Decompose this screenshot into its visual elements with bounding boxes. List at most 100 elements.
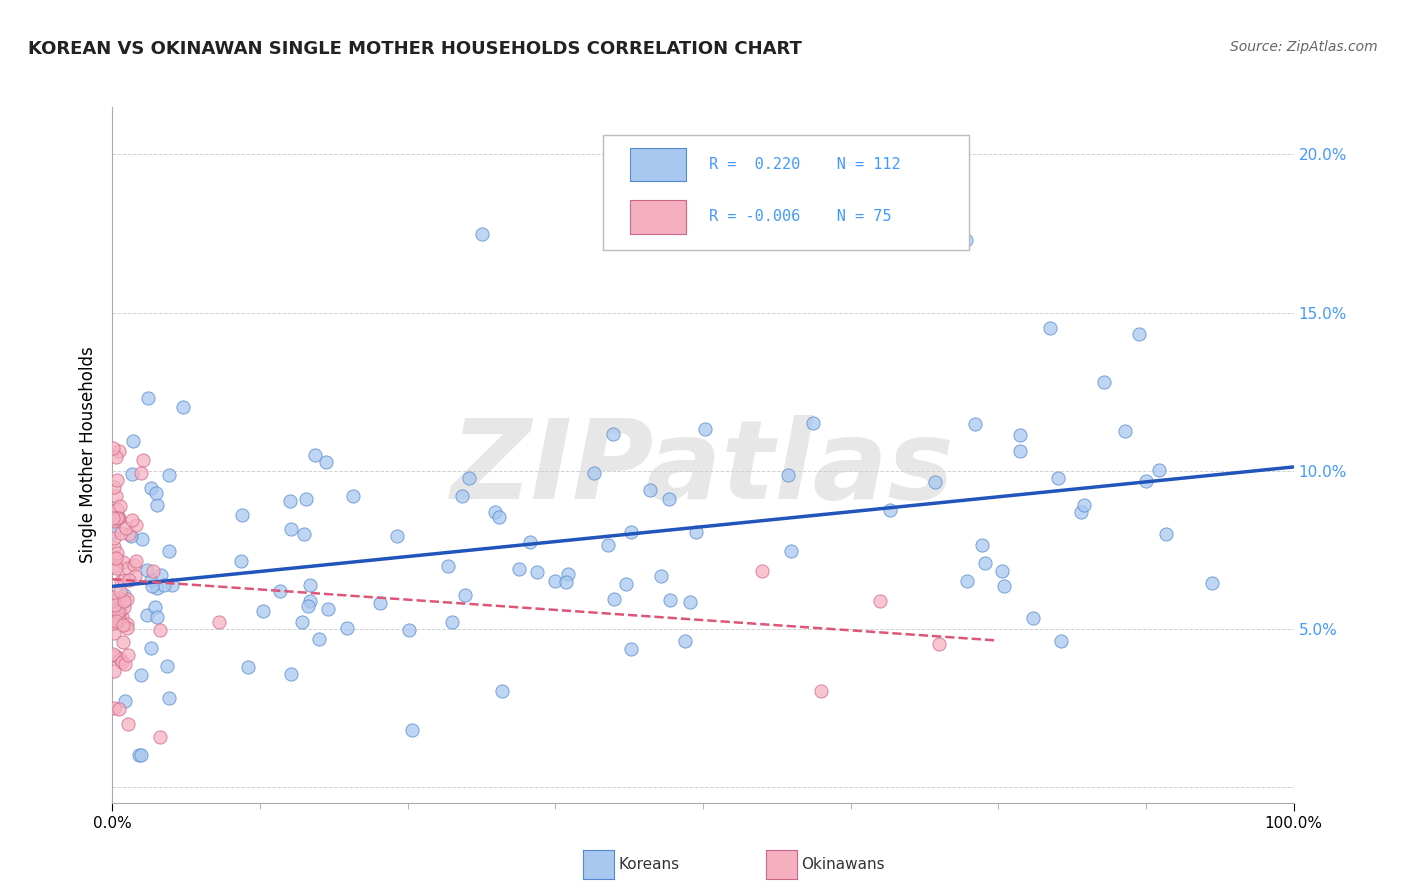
Point xyxy=(955,233,977,247)
Point xyxy=(159,544,181,558)
Point xyxy=(112,573,135,587)
Point xyxy=(146,581,169,595)
Text: R =  0.220    N = 112: R = 0.220 N = 112 xyxy=(709,157,900,172)
Point xyxy=(131,667,153,681)
Point xyxy=(104,598,127,612)
Point xyxy=(112,600,135,615)
Point xyxy=(104,489,127,503)
Bar xyxy=(630,201,686,234)
Point xyxy=(112,588,135,602)
Point xyxy=(101,511,124,525)
Point xyxy=(879,503,901,517)
Point xyxy=(269,584,291,599)
Point xyxy=(993,579,1015,593)
Point xyxy=(122,558,145,573)
Point xyxy=(398,623,420,637)
Text: Koreans: Koreans xyxy=(619,857,679,871)
Point xyxy=(115,621,138,635)
Point xyxy=(105,550,128,565)
Point xyxy=(105,614,128,628)
Point xyxy=(136,391,159,405)
Point xyxy=(107,613,129,627)
Point xyxy=(544,574,567,588)
Bar xyxy=(630,148,686,181)
Point xyxy=(103,664,125,678)
Point xyxy=(103,514,125,528)
Point xyxy=(1073,498,1095,512)
Point xyxy=(110,574,132,588)
Y-axis label: Single Mother Households: Single Mother Households xyxy=(79,347,97,563)
Point xyxy=(650,568,672,582)
Point xyxy=(153,578,176,592)
Point xyxy=(620,642,643,657)
Point xyxy=(125,518,148,533)
Point xyxy=(145,609,167,624)
Point xyxy=(1039,321,1062,335)
Point xyxy=(231,508,253,522)
Point xyxy=(316,602,339,616)
Point xyxy=(129,467,152,481)
Point xyxy=(118,527,141,541)
Point xyxy=(1092,375,1115,389)
Point xyxy=(603,592,626,607)
Point xyxy=(582,466,605,480)
Point xyxy=(132,453,155,467)
Point xyxy=(157,467,180,482)
Point xyxy=(1008,443,1031,458)
Point xyxy=(129,748,152,763)
Point xyxy=(304,448,326,462)
Point xyxy=(1147,463,1170,477)
Point xyxy=(1070,505,1092,519)
Point xyxy=(453,588,475,602)
Point xyxy=(308,632,330,647)
Point xyxy=(121,467,143,481)
Point xyxy=(299,578,322,592)
Point xyxy=(401,723,423,737)
Point xyxy=(105,560,128,574)
Point xyxy=(141,578,163,592)
Point xyxy=(108,443,131,458)
Point xyxy=(103,616,125,631)
Point xyxy=(342,489,364,503)
Point xyxy=(110,655,132,669)
Point xyxy=(105,501,128,516)
Point xyxy=(659,593,682,607)
Point xyxy=(956,574,979,589)
Point xyxy=(252,604,274,618)
Point xyxy=(107,591,129,606)
Point xyxy=(103,479,125,493)
Point xyxy=(471,227,494,241)
Point xyxy=(125,554,148,568)
Point xyxy=(107,509,129,524)
FancyBboxPatch shape xyxy=(603,135,969,250)
Point xyxy=(108,702,131,716)
Point xyxy=(519,535,541,549)
Point xyxy=(149,730,172,744)
Point xyxy=(436,559,458,574)
Point xyxy=(751,564,773,578)
Point xyxy=(117,648,139,662)
Point xyxy=(101,647,124,661)
Point xyxy=(101,441,124,455)
Point xyxy=(141,481,163,495)
Point xyxy=(115,521,138,535)
Point xyxy=(139,573,162,587)
Point xyxy=(103,550,125,565)
Point xyxy=(457,471,479,485)
Point xyxy=(869,594,891,608)
Text: Okinawans: Okinawans xyxy=(801,857,884,871)
Point xyxy=(290,615,312,629)
Point xyxy=(963,417,986,432)
Point xyxy=(440,615,463,629)
Point xyxy=(120,529,142,543)
Point xyxy=(1010,428,1032,442)
Point xyxy=(104,605,127,619)
Point xyxy=(315,455,337,469)
Point xyxy=(108,499,131,513)
Point xyxy=(103,540,125,554)
Point xyxy=(1201,576,1223,591)
Point xyxy=(491,684,513,698)
Point xyxy=(103,524,125,539)
Text: Source: ZipAtlas.com: Source: ZipAtlas.com xyxy=(1230,40,1378,54)
Point xyxy=(292,527,315,541)
